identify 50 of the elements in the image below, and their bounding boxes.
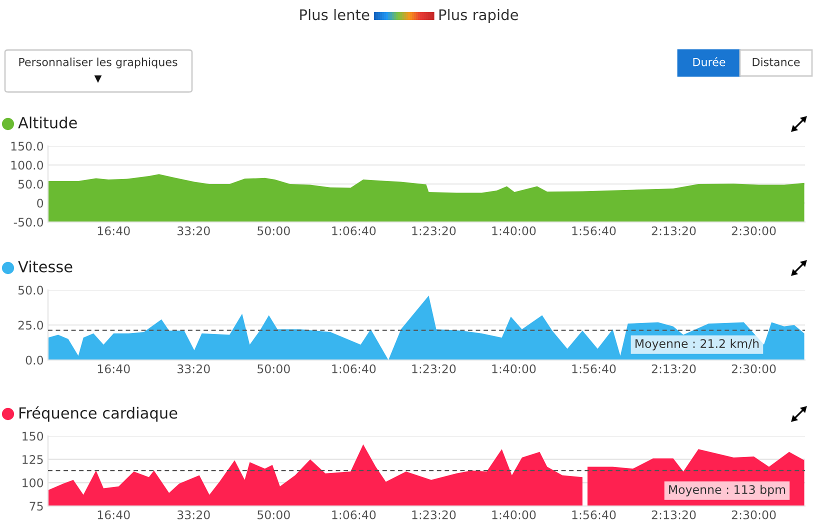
text: Plus rapide [439,8,518,24]
x-tick-label: 1:23:20 [412,364,456,374]
y-tick-label: 150.0 [11,142,44,151]
x-tick-label: 50:00 [258,510,290,520]
x-tick-label: 50:00 [258,364,290,374]
chart-title: Fréquence cardiaque [20,406,178,422]
y-tick-label: 100 [22,478,44,488]
x-tick-label: 33:20 [178,510,210,520]
y-tick-label: 100.0 [11,160,44,170]
text: Durée [693,57,726,66]
x-tick-label: 50:00 [258,226,290,236]
x-tick-label: 16:40 [98,226,130,236]
x-tick-label: 1:06:40 [332,364,376,374]
x-tick-label: 1:40:00 [492,226,536,236]
x-tick-label: 1:40:00 [492,510,536,520]
y-tick-label: 75 [30,502,43,511]
y-tick-label: 25.0 [18,320,44,330]
x-tick-label: 1:56:40 [572,510,616,520]
x-tick-label: 1:06:40 [332,226,376,236]
x-tick-label: 1:56:40 [572,364,616,374]
x-tick-label: 2:30:00 [732,510,776,520]
ref-line-label: Moyenne : 113 bpm [669,484,786,496]
x-tick-label: 2:30:00 [732,226,776,236]
y-tick-label: 50.0 [18,286,44,295]
text: Distance [752,58,800,66]
x-tick-label: 1:40:00 [492,364,536,374]
y-tick-label: -50.0 [14,218,44,227]
text: ▼ [94,75,102,83]
chart-title: Altitude [18,116,77,128]
x-tick-label: 16:40 [98,364,130,374]
x-tick-label: 16:40 [98,510,130,520]
x-tick-label: 1:06:40 [332,510,376,520]
x-tick-label: 2:13:20 [652,226,696,236]
x-tick-label: 2:13:20 [652,364,696,374]
chart-title: Vitesse [18,260,72,272]
x-tick-label: 1:23:20 [412,226,456,236]
y-tick-label: 150 [22,432,44,441]
text: Plus lente [300,8,370,20]
x-tick-label: 1:23:20 [412,510,456,520]
text: Personnaliser les graphiques [19,58,178,68]
y-tick-label: 125 [22,455,43,464]
y-tick-label: 0 [37,198,44,208]
x-tick-label: 33:20 [178,226,210,236]
x-tick-label: 2:30:00 [732,364,776,374]
x-tick-label: 2:13:20 [652,510,696,520]
y-tick-label: 0.0 [26,356,44,365]
ref-line-label: Moyenne : 21.2 km/h [636,338,759,350]
x-tick-label: 1:56:40 [572,226,616,236]
x-tick-label: 33:20 [178,364,210,374]
y-tick-label: 50.0 [18,180,44,189]
